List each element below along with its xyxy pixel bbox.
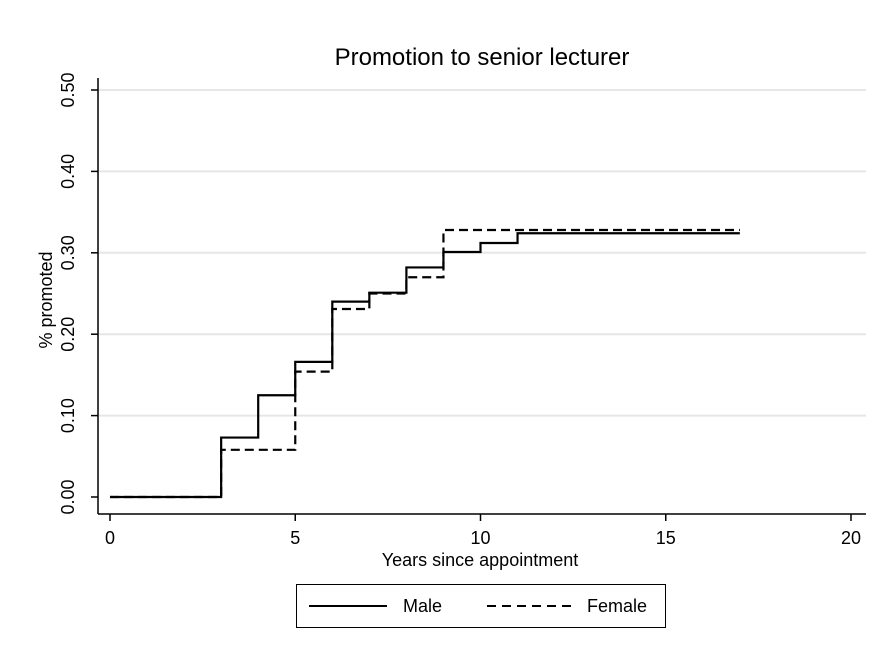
legend: Male Female: [296, 584, 666, 628]
legend-swatch-female: [487, 605, 571, 607]
x-tick-label: 0: [105, 528, 115, 548]
legend-label-female: Female: [587, 595, 648, 616]
x-axis-title: Years since appointment: [382, 550, 578, 570]
legend-item-female: Female: [487, 585, 647, 627]
legend-item-male: Male: [309, 585, 442, 627]
x-tick-label: 15: [656, 528, 676, 548]
legend-label-male: Male: [403, 595, 443, 616]
y-tick-label: 0.50: [58, 72, 78, 107]
series-line-female: [110, 228, 740, 499]
y-tick-label: 0.20: [58, 317, 78, 352]
legend-swatch-male: [309, 605, 387, 607]
y-tick-label: 0.10: [58, 398, 78, 433]
x-tick-label: 10: [470, 528, 490, 548]
y-axis-title: % promoted: [36, 251, 56, 348]
y-tick-label: 0.00: [58, 479, 78, 514]
y-tick-label: 0.30: [58, 235, 78, 270]
series-line-male: [110, 232, 740, 499]
y-tick-label: 0.40: [58, 154, 78, 189]
chart-title: Promotion to senior lecturer: [334, 44, 630, 71]
x-tick-label: 20: [841, 528, 861, 548]
x-tick-label: 5: [290, 528, 300, 548]
